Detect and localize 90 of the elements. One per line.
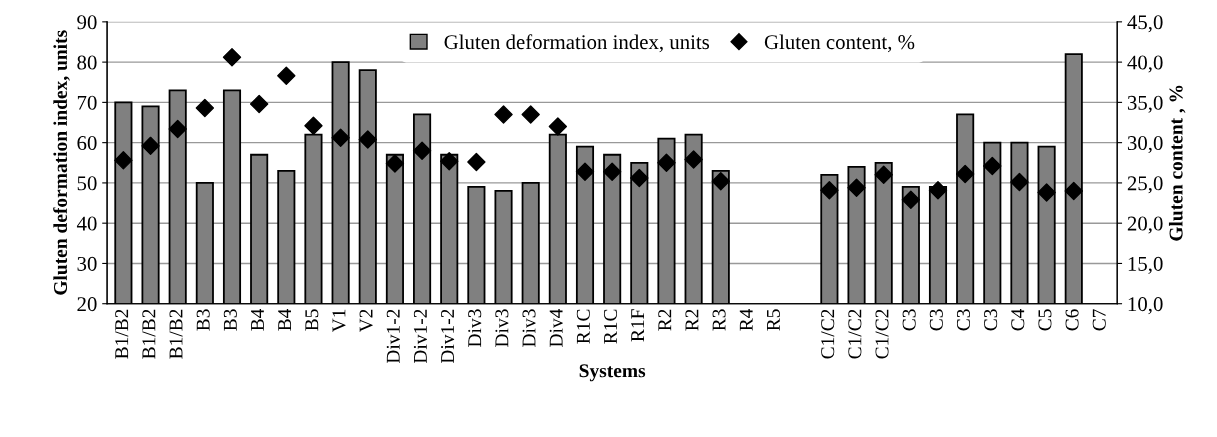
point xyxy=(222,48,242,67)
y-tick-label: 70 xyxy=(77,95,97,110)
x-tick-label: B3 xyxy=(196,309,210,331)
y2-tick-label: 35,0 xyxy=(1127,95,1163,113)
x-tick-label: Div4 xyxy=(549,308,563,347)
point xyxy=(847,178,866,197)
x-tick-label: R1C xyxy=(576,309,590,344)
point xyxy=(575,162,595,181)
point xyxy=(820,180,839,200)
y2-tick-label: 45,0 xyxy=(1127,15,1163,33)
x-tick-label: V2 xyxy=(359,309,373,333)
x-tick-label: B1/B2 xyxy=(169,309,183,359)
point xyxy=(114,151,133,170)
point xyxy=(195,98,215,118)
x-tick-label: R4 xyxy=(739,308,753,331)
point xyxy=(630,168,649,188)
x-tick-label: Div3 xyxy=(468,309,482,347)
x-tick-label: C4 xyxy=(1011,308,1025,331)
point xyxy=(901,190,921,210)
point xyxy=(711,172,730,191)
point xyxy=(602,162,622,181)
x-tick-label: B1/B2 xyxy=(115,309,129,359)
point xyxy=(358,130,377,149)
point xyxy=(440,151,459,171)
x-tick-label: C3 xyxy=(984,309,998,331)
x-tick-label: B5 xyxy=(305,309,319,331)
x-tick-label: C1/C2 xyxy=(875,309,889,359)
x-tick-label: C5 xyxy=(1038,309,1052,331)
point xyxy=(548,117,568,136)
point xyxy=(684,150,703,169)
x-tick-label: Div3 xyxy=(522,309,536,347)
legend-label: Gluten content, % xyxy=(764,34,915,53)
point xyxy=(331,128,350,148)
y-tick-label: 90 xyxy=(77,15,97,30)
y-tick-label: 30 xyxy=(77,256,97,271)
x-axis-title: Systems xyxy=(579,364,646,382)
point xyxy=(521,105,540,124)
x-tick-label: C3 xyxy=(956,309,971,331)
x-tick-label: R2 xyxy=(685,309,699,331)
y2-tick-label: 15,0 xyxy=(1128,256,1163,274)
y-axis-title: Gluten deformation index, units xyxy=(53,30,70,295)
x-tick-label: C6 xyxy=(1065,309,1079,331)
point xyxy=(249,94,269,114)
x-tick-label: V1 xyxy=(332,309,346,333)
legend-label: Gluten deformation index, units xyxy=(444,34,710,53)
x-tick-label: B4 xyxy=(278,308,292,331)
y2-tick-label: 10,0 xyxy=(1128,297,1163,315)
y2-tick-label: 25,0 xyxy=(1127,176,1163,194)
point xyxy=(983,156,1002,176)
x-tick-label: B4 xyxy=(251,308,264,331)
y-tick-label: 60 xyxy=(77,136,97,151)
point xyxy=(955,164,975,184)
x-tick-label: C1/C2 xyxy=(848,309,862,359)
point xyxy=(1064,181,1083,201)
point xyxy=(467,152,486,172)
point xyxy=(1037,183,1056,202)
point xyxy=(657,153,676,172)
y-tick-label: 50 xyxy=(77,176,97,191)
y-tick-label: 40 xyxy=(76,216,97,231)
point xyxy=(168,119,187,139)
point xyxy=(494,105,513,124)
x-tick-label: R1F xyxy=(631,309,644,342)
point xyxy=(141,136,160,156)
y-tick-label: 80 xyxy=(77,55,97,70)
point xyxy=(928,180,948,200)
x-tick-label: Div1-2 xyxy=(386,309,400,364)
x-tick-label: C1/C2 xyxy=(821,309,835,359)
x-tick-label: R1C xyxy=(603,309,618,344)
x-tick-label: R3 xyxy=(712,309,726,331)
point xyxy=(277,66,296,86)
point xyxy=(1010,172,1029,192)
y-tick-label: 20 xyxy=(77,297,97,312)
point xyxy=(385,154,405,173)
x-tick-label: Div3 xyxy=(495,309,509,347)
point xyxy=(412,141,432,160)
y2-axis-title: Gluten content , % xyxy=(1168,85,1186,241)
point xyxy=(874,165,893,185)
x-tick-label: C3 xyxy=(929,309,943,331)
y2-tick-label: 40,0 xyxy=(1127,55,1163,73)
x-tick-label: C3 xyxy=(902,309,916,331)
x-tick-label: Div1-2 xyxy=(441,309,455,364)
x-tick-label: B3 xyxy=(223,309,237,331)
x-tick-label: R5 xyxy=(767,309,780,331)
x-tick-label: Div1-2 xyxy=(413,309,427,364)
y2-tick-label: 30,0 xyxy=(1127,136,1163,154)
point xyxy=(304,116,323,135)
x-tick-label: C7 xyxy=(1092,309,1106,331)
x-tick-label: R2 xyxy=(658,309,672,331)
y2-tick-label: 20,0 xyxy=(1127,216,1163,234)
x-tick-label: B1/B2 xyxy=(142,309,156,359)
